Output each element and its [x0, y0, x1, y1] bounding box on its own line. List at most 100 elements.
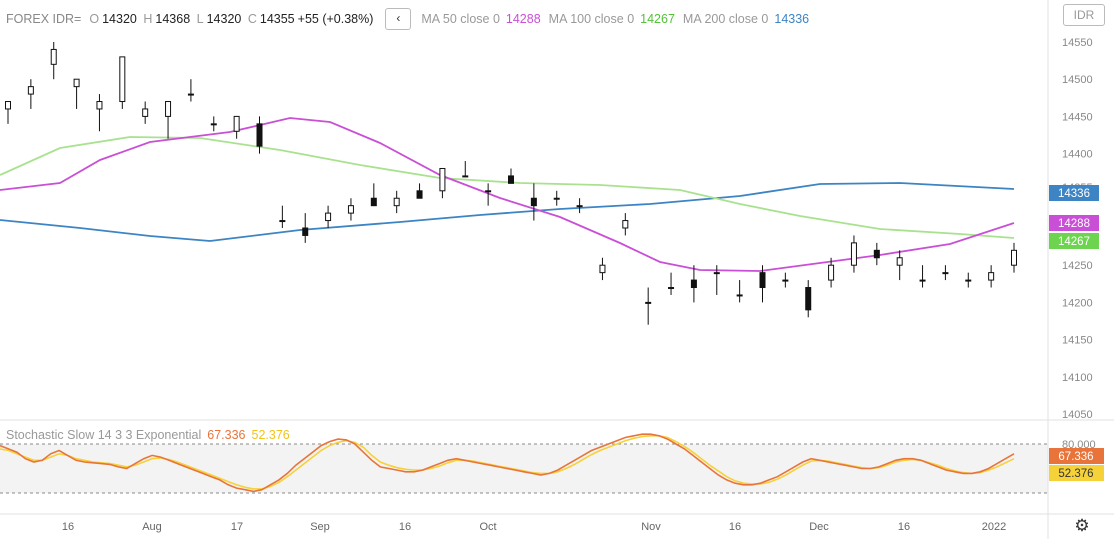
candle-body — [896, 257, 903, 266]
candle-body — [347, 205, 354, 214]
candle — [416, 183, 423, 199]
x-tick-label: 17 — [231, 521, 243, 533]
candle — [1011, 242, 1017, 273]
candle — [599, 257, 606, 281]
stochastic-d-badge-bg — [1049, 465, 1104, 481]
ma50-badge-text: 14288 — [1058, 218, 1090, 230]
candle-body — [942, 272, 949, 275]
symbol-label: FOREX IDR= — [6, 12, 82, 26]
candle — [27, 79, 34, 109]
candle-body — [256, 123, 263, 147]
candle — [965, 272, 972, 288]
candle-body — [645, 301, 652, 304]
candle-body — [416, 190, 423, 199]
candle — [713, 265, 720, 295]
candle — [508, 168, 514, 184]
x-tick-label: 16 — [399, 521, 411, 533]
candle-body — [713, 272, 720, 275]
candle-body — [233, 115, 240, 132]
ma50-badge: 14288 — [1049, 215, 1099, 231]
candle-body — [5, 101, 11, 110]
ma-200-legend: MA 200 close 0 14336 — [682, 12, 810, 26]
candle — [622, 213, 629, 236]
close-value: 14355 — [259, 12, 295, 26]
candle-body — [622, 220, 629, 229]
stochastic-k-line — [0, 433, 1015, 493]
chevron-left-icon: ‹ — [396, 11, 401, 25]
candle — [347, 198, 354, 221]
candle — [690, 265, 697, 303]
ma-50-legend: MA 50 close 0 14288 — [421, 12, 541, 26]
candle-body — [668, 287, 675, 290]
y-tick-label: 14400 — [1062, 149, 1093, 161]
candle — [256, 116, 263, 154]
y-tick-label: 14450 — [1062, 111, 1093, 123]
y-tick-label: 14550 — [1062, 37, 1093, 49]
candle-body — [119, 56, 126, 103]
candle — [5, 101, 11, 124]
open-value: 14320 — [102, 12, 137, 26]
stochastic-d-badge-text: 52.376 — [1058, 468, 1093, 480]
candle-body — [370, 197, 377, 207]
candle-body — [919, 279, 926, 282]
candle — [73, 78, 80, 109]
candle — [553, 190, 560, 206]
stochastic-d-value: 52.376 — [251, 428, 290, 442]
stochastic-d-badge: 52.376 — [1049, 465, 1104, 481]
stochastic-legend: Stochastic Slow 14 3 3 Exponential 67.336… — [6, 428, 290, 442]
candle — [988, 265, 995, 288]
ma-50-line — [0, 117, 1015, 272]
candle — [896, 250, 903, 281]
last-price-badge-bg — [1049, 185, 1099, 201]
candle-body — [462, 175, 469, 178]
candle — [530, 183, 537, 221]
candle-body — [736, 294, 743, 297]
settings-gear-icon[interactable]: ⚙ — [1074, 516, 1090, 535]
candle — [485, 183, 492, 206]
x-tick-label: 16 — [898, 521, 910, 533]
x-tick-label: Aug — [142, 521, 162, 533]
y-tick-label: 14100 — [1062, 372, 1093, 384]
candle — [119, 56, 126, 109]
ohlc-values: O 14320 H 14368 L 14320 C 14355 — [89, 12, 295, 26]
candle — [759, 265, 766, 303]
ma100-badge: 14267 — [1049, 233, 1099, 249]
collapse-legend-button[interactable]: ‹ — [385, 8, 412, 30]
stochastic-k-badge: 67.336 — [1049, 448, 1104, 464]
ma-100-line — [0, 136, 1015, 239]
candle — [782, 272, 789, 288]
candle-body — [690, 279, 697, 289]
stochastic-k-badge-bg — [1049, 448, 1104, 464]
currency-button[interactable]: IDR — [1063, 4, 1105, 26]
low-value: 14320 — [206, 12, 242, 26]
x-tick-label: Nov — [641, 521, 661, 533]
candle-body — [302, 227, 309, 236]
y-tick-label: 14200 — [1062, 297, 1093, 309]
candle-body — [187, 93, 194, 96]
candle-body — [873, 249, 880, 259]
y-tick-label: 14050 — [1062, 409, 1093, 421]
candle — [165, 101, 172, 139]
last-price-badge-text: 14336 — [1058, 188, 1090, 200]
candle-body — [1011, 249, 1017, 266]
candle-body — [988, 272, 995, 281]
ma100-badge-bg — [1049, 233, 1099, 249]
candle — [210, 116, 217, 132]
candle — [736, 280, 743, 303]
candle — [828, 257, 835, 288]
y-tick-label: 14250 — [1062, 260, 1093, 272]
candle-body — [27, 86, 34, 95]
x-tick-label: 16 — [62, 521, 74, 533]
price-legend: FOREX IDR= O 14320 H 14368 L 14320 C 14355 +… — [6, 8, 817, 30]
ma-200-line — [0, 182, 1015, 242]
candle — [919, 265, 926, 288]
candle-body — [576, 205, 583, 208]
stochastic-k-value: 67.336 — [207, 428, 246, 442]
candle — [850, 235, 857, 273]
candle-body — [210, 123, 217, 126]
candle — [96, 94, 103, 132]
candle — [393, 190, 400, 214]
candle — [302, 213, 309, 243]
